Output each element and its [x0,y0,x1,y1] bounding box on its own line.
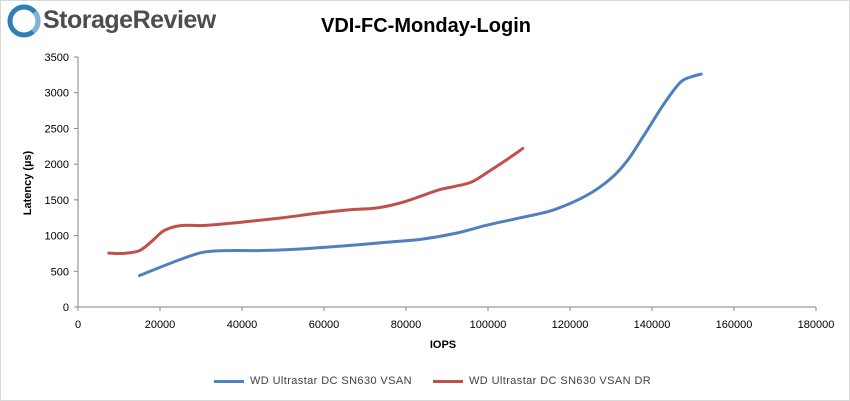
chart-legend: WD Ultrastar DC SN630 VSAN WD Ultrastar D… [1,372,850,390]
x-tick-label: 20000 [145,319,176,331]
storagereview-logo-icon [7,4,41,38]
x-tick-label: 60000 [309,319,340,331]
legend-swatch [214,379,244,383]
legend-label: WD Ultrastar DC SN630 VSAN DR [469,375,652,387]
y-tick-label: 3000 [45,88,69,100]
series-layer [107,72,703,278]
y-tick-label: 0 [63,302,69,314]
storagereview-logo: StorageReview [7,3,227,39]
y-tick-label: 2500 [45,123,69,135]
y-tick-label: 1500 [45,195,69,207]
x-tick-label: 160000 [716,319,753,331]
x-tick-label: 140000 [634,319,671,331]
legend-item: WD Ultrastar DC SN630 VSAN DR [433,372,651,390]
y-tick-label: 2000 [45,159,69,171]
x-tick-label: 100000 [470,319,507,331]
x-tick-label: 40000 [227,319,258,331]
y-tick-label: 3500 [45,52,69,64]
y-tick-label: 1000 [45,231,69,243]
y-tick-label: 500 [51,266,69,278]
x-tick-label: 80000 [391,319,422,331]
y-axis-title: Latency (µs) [22,150,34,215]
series-line-2 [107,146,525,256]
x-tick-label: 180000 [798,319,835,331]
x-tick-label: 0 [75,319,81,331]
x-axis-title: IOPS [430,339,456,351]
x-tick-label: 120000 [552,319,589,331]
series-line-1 [138,72,703,278]
legend-swatch [433,379,463,383]
chart-title: VDI-FC-Monday-Login [321,15,531,37]
legend-item: WD Ultrastar DC SN630 VSAN [214,372,412,390]
brand-name: StorageReview [43,6,216,34]
chart-axes: 0 500 1000 1500 2000 2500 3000 3500 0 20000 40000 6… [45,52,835,331]
legend-label: WD Ultrastar DC SN630 VSAN [250,375,412,387]
line-chart: 0 500 1000 1500 2000 2500 3000 3500 0 20000 40000 6… [22,52,835,351]
